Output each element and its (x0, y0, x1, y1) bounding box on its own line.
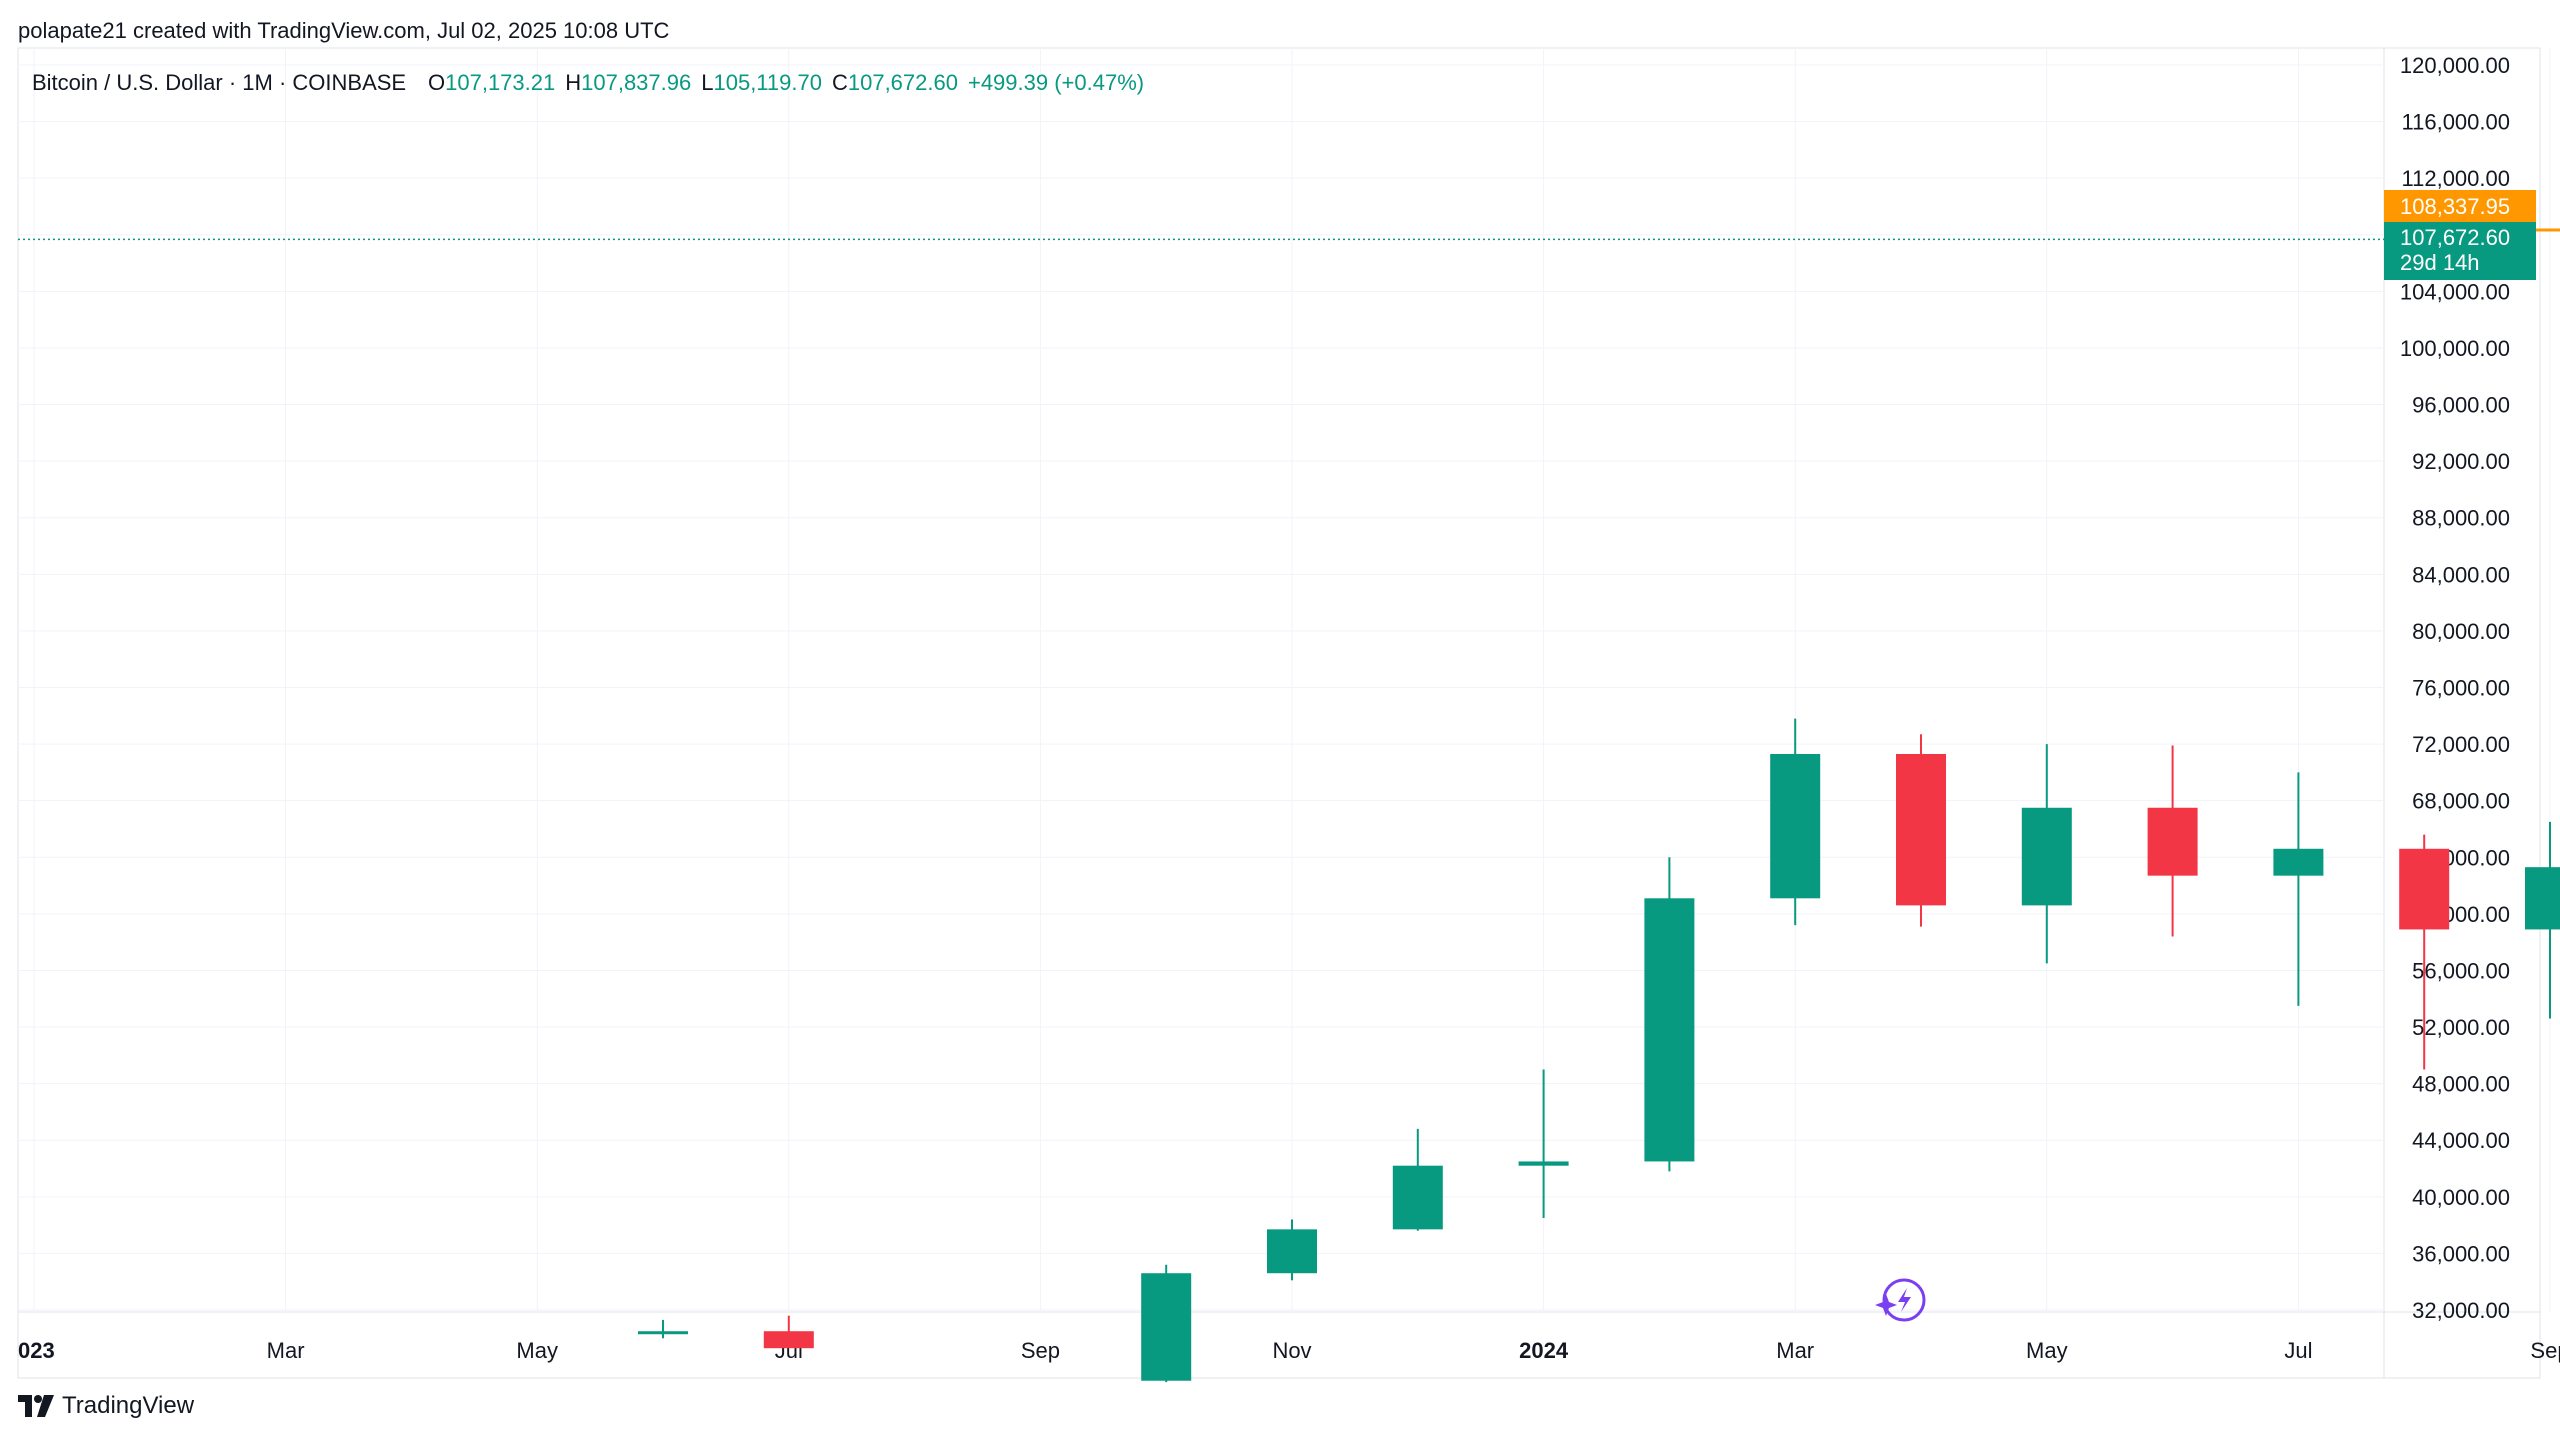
last-price-value: 107,672.60 (2400, 225, 2510, 250)
candle-body (2021, 807, 2072, 906)
time-tick-label: May (516, 1338, 558, 1363)
price-tick-label: 84,000.00 (2412, 562, 2510, 587)
legend: Bitcoin / U.S. Dollar · 1M · COINBASE O1… (32, 70, 1144, 95)
marker-price-value: 108,337.95 (2400, 194, 2510, 219)
candle-up (2525, 821, 2560, 1019)
candle-up (1518, 1069, 1569, 1219)
legend-high-label: H (565, 70, 581, 95)
sparkle-icon (1875, 1294, 1897, 1316)
marker-price-tag[interactable]: 108,337.95 (2384, 190, 2536, 222)
candle-body (1141, 1273, 1192, 1381)
legend-low-label: L (701, 70, 713, 95)
price-tick-label: 72,000.00 (2412, 732, 2510, 757)
candle-up (638, 1319, 688, 1339)
time-tick-label: Mar (267, 1338, 305, 1363)
ai-assistant-button[interactable] (1875, 1278, 1926, 1322)
legend-open-value: 107,173.21 (445, 70, 555, 95)
price-tick-label: 76,000.00 (2412, 676, 2510, 701)
chart-frame (17, 47, 2541, 1379)
candle-up (1267, 1219, 1317, 1281)
candle-down (763, 1315, 814, 1349)
price-tick-label: 48,000.00 (2412, 1072, 2510, 1097)
price-tick-label: 88,000.00 (2412, 506, 2510, 531)
time-tick-label: Sep (2530, 1338, 2560, 1363)
time-tick-label: Sep (1021, 1338, 1060, 1363)
price-tick-label: 80,000.00 (2412, 619, 2510, 644)
legend-close-label: C (832, 70, 848, 95)
candle-body (2399, 848, 2450, 930)
price-tick-label: 120,000.00 (2400, 53, 2510, 78)
price-tick-label: 116,000.00 (2402, 110, 2510, 135)
price-tick-label: 56,000.00 (2412, 958, 2510, 983)
price-tick-label: 68,000.00 (2412, 789, 2510, 814)
legend-symbol: Bitcoin / U.S. Dollar · 1M · COINBASE (32, 70, 406, 95)
time-axis[interactable]: 023MarMayJulSepNov2024MarMayJulSepNov202… (18, 1338, 2560, 1363)
chart-credit: polapate21 created with TradingView.com,… (18, 18, 670, 43)
time-tick-label: 023 (18, 1338, 55, 1363)
bar-countdown: 29d 14h (2400, 250, 2480, 275)
candle-up (2021, 744, 2072, 964)
price-tick-label: 44,000.00 (2412, 1128, 2510, 1153)
price-tick-label: 104,000.00 (2400, 279, 2510, 304)
legend-change: +499.39 (+0.47%) (968, 70, 1144, 95)
tradingview-brand-text: TradingView (62, 1392, 195, 1419)
candle-up (1392, 1128, 1443, 1231)
candle-body (1896, 753, 1946, 906)
candle-body (1267, 1229, 1317, 1274)
candle-up (1770, 718, 1821, 926)
legend-high-value: 107,837.96 (581, 70, 691, 95)
time-tick-label: Nov (1272, 1338, 1311, 1363)
legend-low-value: 105,119.70 (713, 70, 821, 95)
time-tick-label: May (2026, 1338, 2068, 1363)
candle-body (638, 1331, 688, 1335)
candle-body (1644, 898, 1695, 1162)
candle-up (1141, 1264, 1192, 1383)
time-tick-label: 2024 (1519, 1338, 1569, 1363)
legend-open-label: O (428, 70, 445, 95)
candle-body (2273, 848, 2324, 876)
price-tick-label: 96,000.00 (2412, 393, 2510, 418)
candle-body (1392, 1165, 1443, 1230)
price-tick-label: 32,000.00 (2412, 1298, 2510, 1323)
tradingview-logo-icon (18, 1395, 54, 1417)
candle-up (2273, 772, 2324, 1006)
price-tick-label: 100,000.00 (2400, 336, 2510, 361)
candle-body (763, 1331, 814, 1349)
candles (638, 718, 2560, 1383)
candle-body (2525, 867, 2560, 930)
candle-down (1896, 734, 1946, 927)
legend-ohlc: O107,173.21 H107,837.96 L105,119.70 C107,67… (428, 70, 1144, 95)
price-tick-label: 52,000.00 (2412, 1015, 2510, 1040)
price-tick-label: 36,000.00 (2412, 1241, 2510, 1266)
grid (17, 47, 2551, 1379)
time-tick-label: Jul (2284, 1338, 2312, 1363)
price-tick-label: 40,000.00 (2412, 1185, 2510, 1210)
lightning-icon (1898, 1288, 1911, 1312)
last-price-tag[interactable]: 107,672.60 29d 14h (2384, 222, 2536, 280)
price-tick-label: 112,000.00 (2402, 166, 2510, 191)
legend-close-value: 107,672.60 (848, 70, 958, 95)
time-tick-label: Mar (1776, 1338, 1814, 1363)
candle-body (1770, 753, 1821, 899)
candle-body (2147, 807, 2198, 876)
candle-down (2147, 745, 2198, 937)
candle-up (1644, 857, 1695, 1172)
candle-body (1518, 1161, 1569, 1166)
candle-down (2399, 834, 2450, 1070)
price-tick-label: 92,000.00 (2412, 449, 2510, 474)
tradingview-logo[interactable]: TradingView (18, 1392, 194, 1420)
